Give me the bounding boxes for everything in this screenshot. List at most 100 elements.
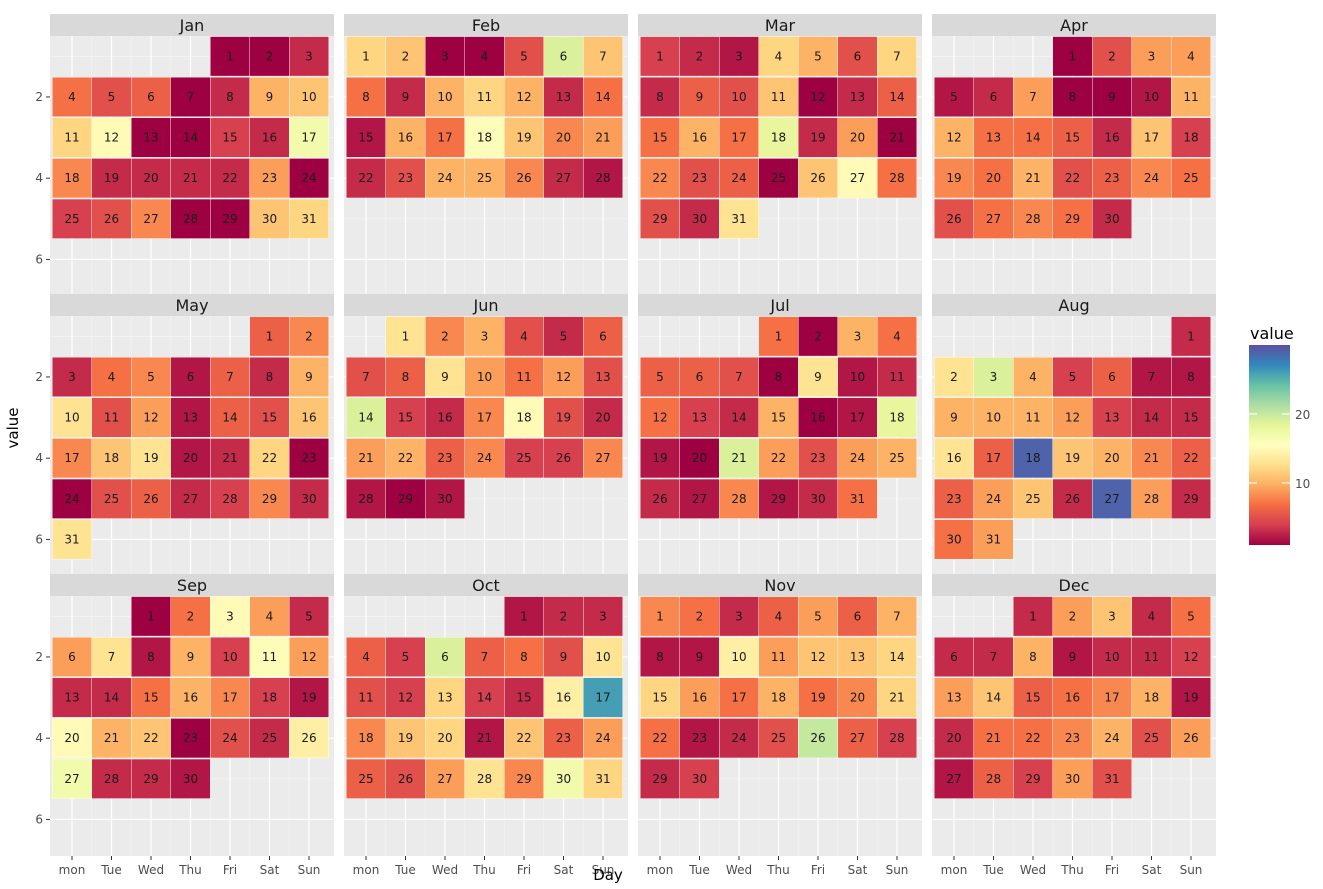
day-tile — [1171, 158, 1211, 199]
y-tick-label: 6 — [35, 252, 43, 266]
day-label: 22 — [771, 451, 786, 465]
day-tile — [640, 76, 680, 117]
day-label: 28 — [889, 171, 904, 185]
day-label: 14 — [104, 691, 119, 705]
day-tile — [346, 356, 386, 397]
day-label: 8 — [266, 370, 274, 384]
day-tile — [583, 397, 623, 438]
day-label: 23 — [692, 731, 707, 745]
day-label: 29 — [262, 492, 277, 506]
day-label: 8 — [226, 90, 234, 104]
day-tile — [346, 758, 386, 799]
day-label: 23 — [1065, 731, 1080, 745]
day-tile — [1131, 596, 1172, 637]
day-label: 22 — [398, 451, 413, 465]
day-tile — [504, 636, 544, 677]
day-tile — [346, 36, 386, 77]
day-label: 12 — [810, 90, 825, 104]
day-label: 20 — [437, 731, 452, 745]
day-tile — [425, 397, 465, 438]
day-label: 28 — [595, 171, 610, 185]
day-tile — [583, 158, 623, 199]
strip-background — [344, 14, 628, 36]
day-label: 27 — [437, 772, 452, 786]
day-label: 28 — [183, 212, 198, 226]
day-tile — [679, 758, 720, 799]
day-label: 29 — [1025, 772, 1040, 786]
day-tile — [91, 438, 132, 479]
day-label: 9 — [402, 90, 410, 104]
day-label: 21 — [731, 451, 746, 465]
month-strip-label: Feb — [472, 16, 500, 35]
day-tile — [249, 596, 290, 637]
day-label: 22 — [143, 731, 158, 745]
y-tick-label: 4 — [35, 171, 43, 185]
day-label: 21 — [222, 451, 237, 465]
day-label: 1 — [147, 609, 155, 623]
day-label: 2 — [187, 609, 195, 623]
day-label: 25 — [1144, 731, 1159, 745]
x-tick-label: Thu — [766, 863, 790, 877]
day-label: 24 — [1144, 171, 1159, 185]
day-tile — [385, 478, 426, 519]
day-tile — [52, 636, 92, 677]
day-label: 29 — [143, 772, 158, 786]
day-tile — [289, 356, 329, 397]
day-tile — [679, 636, 720, 677]
day-tile — [385, 438, 426, 479]
x-tick-label: Tue — [394, 863, 416, 877]
strip-background — [638, 574, 922, 596]
day-tile — [504, 596, 544, 637]
month-strip-label: Apr — [1060, 16, 1088, 35]
day-tile — [1092, 677, 1132, 718]
day-tile — [798, 636, 838, 677]
day-label: 30 — [810, 492, 825, 506]
day-label: 25 — [358, 772, 373, 786]
day-tile — [973, 198, 1014, 239]
day-label: 16 — [1104, 131, 1119, 145]
month-strip-label: May — [175, 296, 208, 315]
day-label: 12 — [143, 411, 158, 425]
day-label: 10 — [731, 90, 746, 104]
day-tile — [289, 198, 329, 239]
day-tile — [504, 397, 544, 438]
day-label: 22 — [516, 731, 531, 745]
day-label: 9 — [696, 650, 704, 664]
day-label: 1 — [362, 49, 370, 63]
x-tick-label: Sat — [260, 863, 280, 877]
day-label: 27 — [64, 772, 79, 786]
strip-background — [932, 14, 1216, 36]
day-label: 9 — [1108, 90, 1116, 104]
day-label: 17 — [595, 691, 610, 705]
day-tile — [91, 117, 132, 158]
x-tick-label: mon — [353, 863, 380, 877]
x-tick-label: Thu — [178, 863, 202, 877]
day-tile — [758, 636, 799, 677]
day-label: 19 — [516, 131, 531, 145]
day-tile — [798, 718, 838, 759]
day-label: 4 — [775, 49, 783, 63]
day-tile — [1171, 478, 1211, 519]
x-tick-label: Tue — [688, 863, 710, 877]
day-tile — [1171, 596, 1211, 637]
day-tile — [798, 438, 838, 479]
day-label: 13 — [64, 691, 79, 705]
day-label: 26 — [652, 492, 667, 506]
day-label: 10 — [731, 650, 746, 664]
day-tile — [1052, 677, 1093, 718]
day-tile — [1131, 158, 1172, 199]
month-strip-label: Aug — [1058, 296, 1089, 315]
day-tile — [346, 76, 386, 117]
day-tile — [464, 117, 505, 158]
day-tile — [543, 397, 584, 438]
x-tick-label: Sun — [1180, 863, 1203, 877]
day-label: 15 — [1183, 411, 1198, 425]
strip-background — [638, 294, 922, 316]
day-label: 17 — [731, 691, 746, 705]
day-label: 19 — [301, 691, 316, 705]
day-tile — [1092, 758, 1132, 799]
day-tile — [52, 198, 92, 239]
day-tile — [543, 36, 584, 77]
